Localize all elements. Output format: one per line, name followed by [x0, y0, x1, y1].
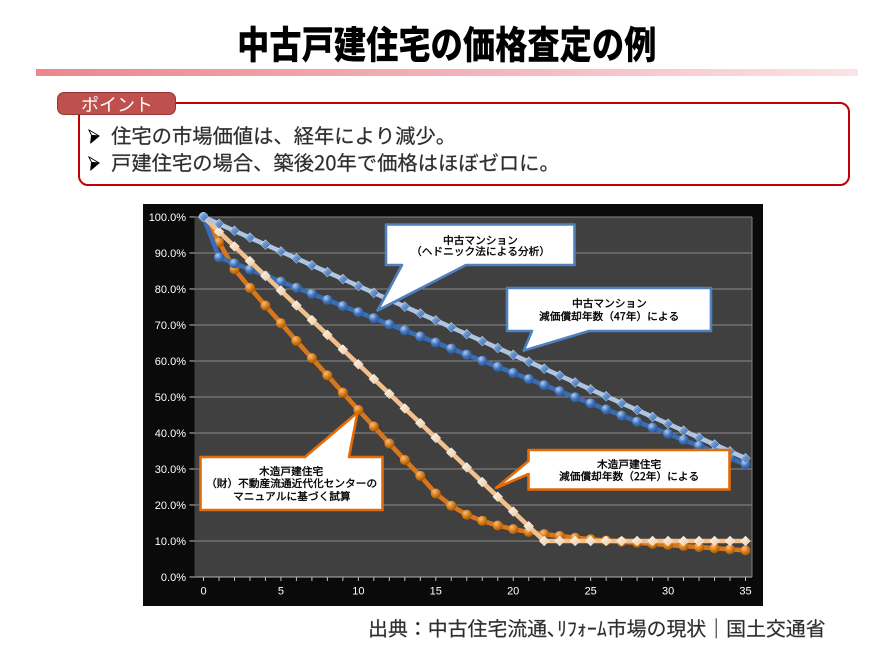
svg-text:40.0%: 40.0% — [155, 428, 186, 440]
svg-text:5: 5 — [278, 586, 284, 598]
svg-text:50.0%: 50.0% — [155, 392, 186, 404]
svg-text:10.0%: 10.0% — [155, 536, 186, 548]
svg-text:90.0%: 90.0% — [155, 248, 186, 260]
svg-text:60.0%: 60.0% — [155, 356, 186, 368]
svg-text:0.0%: 0.0% — [161, 572, 186, 584]
svg-text:20: 20 — [507, 586, 519, 598]
svg-text:30: 30 — [662, 586, 674, 598]
svg-text:100.0%: 100.0% — [149, 212, 187, 224]
svg-text:80.0%: 80.0% — [155, 284, 186, 296]
svg-text:35: 35 — [739, 586, 751, 598]
svg-text:30.0%: 30.0% — [155, 464, 186, 476]
svg-text:15: 15 — [430, 586, 442, 598]
svg-text:0: 0 — [200, 586, 206, 598]
svg-text:20.0%: 20.0% — [155, 500, 186, 512]
svg-text:25: 25 — [585, 586, 597, 598]
svg-text:10: 10 — [352, 586, 364, 598]
svg-text:70.0%: 70.0% — [155, 320, 186, 332]
